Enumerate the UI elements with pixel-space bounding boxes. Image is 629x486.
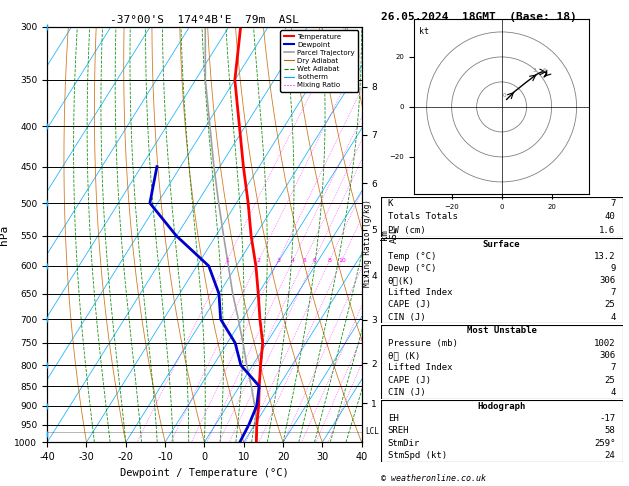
Text: 3: 3 xyxy=(277,258,281,262)
Text: 13.2: 13.2 xyxy=(594,252,615,261)
Text: Totals Totals: Totals Totals xyxy=(388,212,458,221)
Text: Temp (°C): Temp (°C) xyxy=(388,252,436,261)
Text: 4: 4 xyxy=(291,258,295,262)
Text: K: K xyxy=(388,199,393,208)
Text: -17: -17 xyxy=(599,414,615,423)
Text: CAPE (J): CAPE (J) xyxy=(388,300,431,310)
Text: PW (cm): PW (cm) xyxy=(388,226,425,235)
Text: 306: 306 xyxy=(599,351,615,360)
Text: Hodograph: Hodograph xyxy=(477,401,526,411)
Text: Mixing Ratio (g/kg): Mixing Ratio (g/kg) xyxy=(364,199,372,287)
Text: CAPE (J): CAPE (J) xyxy=(388,376,431,384)
Text: Pressure (mb): Pressure (mb) xyxy=(388,339,458,347)
Text: EH: EH xyxy=(388,414,399,423)
Legend: Temperature, Dewpoint, Parcel Trajectory, Dry Adiabat, Wet Adiabat, Isotherm, Mi: Temperature, Dewpoint, Parcel Trajectory… xyxy=(281,30,358,92)
Text: 1: 1 xyxy=(225,258,229,262)
Y-axis label: km
ASL: km ASL xyxy=(380,226,399,243)
Text: 1002: 1002 xyxy=(594,339,615,347)
Text: 7: 7 xyxy=(610,363,615,372)
Text: CIN (J): CIN (J) xyxy=(388,312,425,322)
Text: 25: 25 xyxy=(604,300,615,310)
Text: 1.6: 1.6 xyxy=(599,226,615,235)
Text: © weatheronline.co.uk: © weatheronline.co.uk xyxy=(381,474,486,483)
Text: 4: 4 xyxy=(610,388,615,397)
Text: θᴇ(K): θᴇ(K) xyxy=(388,276,415,285)
Text: 0: 0 xyxy=(503,93,506,98)
Text: Dewp (°C): Dewp (°C) xyxy=(388,264,436,273)
Text: Lifted Index: Lifted Index xyxy=(388,288,452,297)
Text: 24: 24 xyxy=(604,451,615,460)
Text: 3: 3 xyxy=(533,68,537,73)
Text: 9: 9 xyxy=(610,264,615,273)
Text: 25: 25 xyxy=(604,376,615,384)
Text: 26.05.2024  18GMT  (Base: 18): 26.05.2024 18GMT (Base: 18) xyxy=(381,12,576,22)
Text: 40: 40 xyxy=(604,212,615,221)
X-axis label: Dewpoint / Temperature (°C): Dewpoint / Temperature (°C) xyxy=(120,468,289,478)
Text: 7: 7 xyxy=(610,288,615,297)
Text: 306: 306 xyxy=(599,276,615,285)
Text: 2: 2 xyxy=(257,258,261,262)
Text: 8: 8 xyxy=(328,258,331,262)
Text: Most Unstable: Most Unstable xyxy=(467,326,537,335)
Text: Lifted Index: Lifted Index xyxy=(388,363,452,372)
Text: 7: 7 xyxy=(610,199,615,208)
Text: LCL: LCL xyxy=(365,427,379,436)
Text: 259°: 259° xyxy=(594,439,615,448)
Y-axis label: hPa: hPa xyxy=(0,225,9,244)
Text: 5: 5 xyxy=(303,258,306,262)
Title: -37°00'S  174°4B'E  79m  ASL: -37°00'S 174°4B'E 79m ASL xyxy=(110,15,299,25)
Text: 6: 6 xyxy=(312,258,316,262)
Text: Surface: Surface xyxy=(483,240,520,249)
Text: SREH: SREH xyxy=(388,426,409,435)
Text: θᴇ (K): θᴇ (K) xyxy=(388,351,420,360)
Text: CIN (J): CIN (J) xyxy=(388,388,425,397)
Text: StmSpd (kt): StmSpd (kt) xyxy=(388,451,447,460)
Text: 6: 6 xyxy=(543,68,547,73)
Text: 10: 10 xyxy=(338,258,346,262)
Text: 4: 4 xyxy=(610,312,615,322)
Text: kt: kt xyxy=(419,27,429,36)
Text: StmDir: StmDir xyxy=(388,439,420,448)
Text: 58: 58 xyxy=(604,426,615,435)
